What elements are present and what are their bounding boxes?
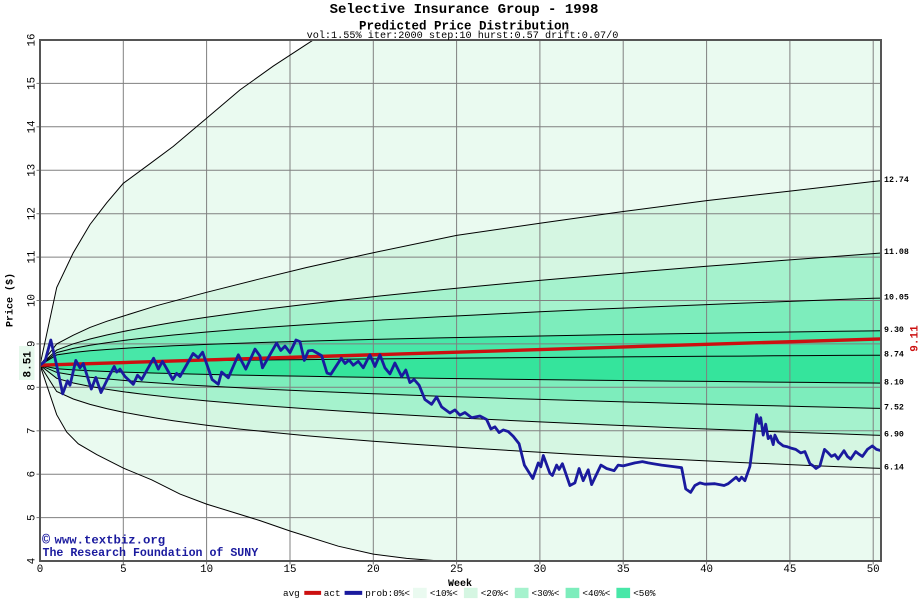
svg-text:<10%<: <10%< — [430, 588, 458, 599]
svg-text:9.30: 9.30 — [884, 326, 904, 335]
svg-text:<50%: <50% — [633, 588, 656, 599]
svg-text:12.74: 12.74 — [884, 176, 909, 185]
svg-text:25: 25 — [450, 564, 463, 576]
svg-text:prob:0%<: prob:0%< — [365, 588, 410, 599]
svg-text:10: 10 — [26, 294, 38, 307]
svg-text:45: 45 — [783, 564, 796, 576]
svg-text:8.74: 8.74 — [884, 350, 904, 359]
svg-text:15: 15 — [283, 564, 296, 576]
svg-text:9.11: 9.11 — [910, 325, 920, 352]
svg-text:14: 14 — [26, 120, 38, 133]
svg-text:<30%<: <30%< — [532, 588, 560, 599]
svg-text:8.51: 8.51 — [23, 351, 35, 378]
svg-text:7.52: 7.52 — [884, 404, 904, 413]
svg-text:10: 10 — [200, 564, 213, 576]
svg-text:13: 13 — [26, 164, 38, 177]
svg-text:7: 7 — [26, 428, 38, 434]
svg-text:16: 16 — [26, 34, 38, 47]
svg-text:11: 11 — [26, 251, 38, 264]
svg-text:Selective Insurance Group - 19: Selective Insurance Group - 1998 — [330, 2, 599, 18]
svg-text:6.14: 6.14 — [884, 464, 904, 473]
svg-text:40: 40 — [700, 564, 713, 576]
svg-text:50: 50 — [867, 564, 880, 576]
svg-text:The Research Foundation of SUN: The Research Foundation of SUNY — [43, 547, 259, 560]
svg-text:35: 35 — [617, 564, 630, 576]
svg-text:8: 8 — [26, 384, 38, 390]
svg-text:30: 30 — [533, 564, 546, 576]
svg-text:avg: avg — [283, 588, 300, 599]
svg-text:11.08: 11.08 — [884, 248, 909, 257]
svg-text:8.10: 8.10 — [884, 378, 904, 387]
svg-text:<20%<: <20%< — [481, 588, 509, 599]
svg-text:20: 20 — [367, 564, 380, 576]
svg-text:5: 5 — [120, 564, 126, 576]
svg-text:<40%<: <40%< — [582, 588, 610, 599]
svg-text:5: 5 — [26, 514, 38, 520]
svg-text:6.90: 6.90 — [884, 431, 904, 440]
svg-text:15: 15 — [26, 77, 38, 90]
svg-text:Price ($): Price ($) — [5, 273, 17, 327]
svg-text:vol:1.55% iter:2000 step:10 hu: vol:1.55% iter:2000 step:10 hurst:0.57 d… — [307, 30, 619, 42]
svg-text:10.05: 10.05 — [884, 293, 909, 302]
svg-text:6: 6 — [26, 471, 38, 477]
svg-text:www.textbiz.org: www.textbiz.org — [55, 534, 166, 548]
svg-text:0: 0 — [37, 564, 43, 576]
svg-text:12: 12 — [26, 207, 38, 220]
svg-text:act: act — [324, 588, 341, 599]
